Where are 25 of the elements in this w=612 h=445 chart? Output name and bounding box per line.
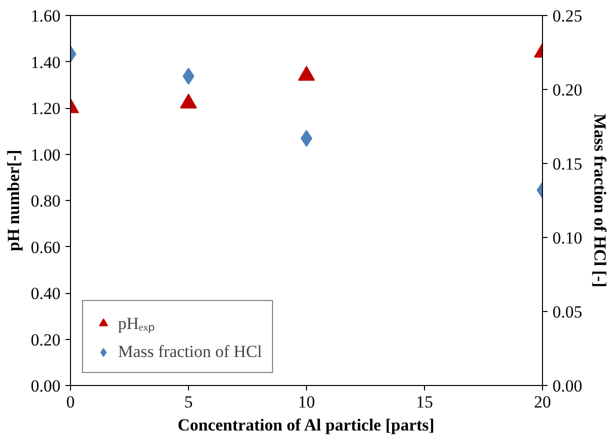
y-tick-label: 1.20 (30, 99, 60, 118)
x-tick-label: 15 (416, 392, 433, 412)
y-tick-label: 0.20 (30, 330, 60, 350)
y-tick-label: 1.40 (30, 52, 60, 72)
y-tick-label: 0.00 (30, 376, 60, 396)
x-axis-title: Concentration of Al particle [parts] (178, 416, 434, 434)
y2-tick-label: 0.15 (552, 154, 582, 174)
x-tick-label: 5 (184, 392, 193, 412)
y2-tick-label: 0.10 (552, 228, 582, 248)
x-tick-label: 0 (66, 392, 75, 412)
y2-tick-label: 0.25 (552, 6, 582, 26)
y2-tick-label: 0.00 (552, 376, 582, 396)
x-tick-label: 20 (534, 392, 551, 412)
y-axis-title: pH number[-] (4, 150, 23, 252)
y-tick-label: 1.00 (30, 145, 60, 164)
y-tick-label: 1.60 (30, 6, 60, 26)
y-tick-label: 0.60 (30, 238, 60, 257)
y2-tick-label: 0.05 (552, 302, 582, 322)
y2-tick-label: 0.20 (552, 80, 582, 100)
y-tick-label: 0.40 (30, 284, 60, 303)
y-tick-label: 0.80 (30, 192, 60, 210)
legend-label: pHₑₓₚ (118, 313, 156, 334)
y2-axis-title: Mass fraction of HCl [-] (590, 114, 610, 288)
legend-label: Mass fraction of HCl (118, 342, 262, 362)
x-tick-label: 10 (298, 392, 315, 412)
